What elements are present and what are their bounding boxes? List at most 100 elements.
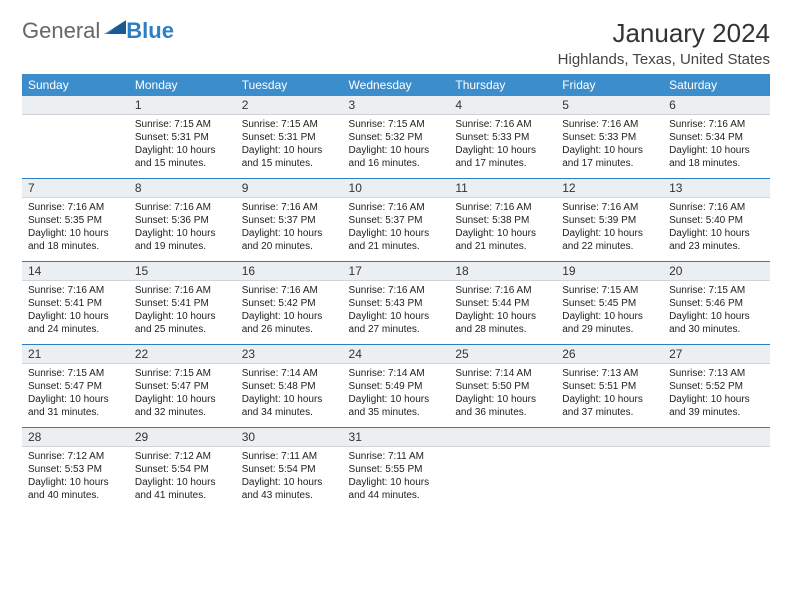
- day-details: Sunrise: 7:16 AMSunset: 5:34 PMDaylight:…: [663, 115, 770, 178]
- logo-triangle-icon: [104, 20, 126, 34]
- daylight-text: Daylight: 10 hours and 32 minutes.: [135, 393, 230, 419]
- day-details: Sunrise: 7:16 AMSunset: 5:41 PMDaylight:…: [129, 281, 236, 344]
- day-details: Sunrise: 7:16 AMSunset: 5:35 PMDaylight:…: [22, 198, 129, 261]
- calendar-cell: 17Sunrise: 7:16 AMSunset: 5:43 PMDayligh…: [343, 262, 450, 345]
- sunrise-text: Sunrise: 7:15 AM: [349, 118, 444, 131]
- day-details: Sunrise: 7:16 AMSunset: 5:37 PMDaylight:…: [343, 198, 450, 261]
- sunrise-text: Sunrise: 7:16 AM: [669, 118, 764, 131]
- calendar-cell: [449, 428, 556, 511]
- weekday-header: Wednesday: [343, 74, 450, 96]
- calendar-cell: 11Sunrise: 7:16 AMSunset: 5:38 PMDayligh…: [449, 179, 556, 262]
- day-number: 27: [663, 345, 770, 364]
- daylight-text: Daylight: 10 hours and 22 minutes.: [562, 227, 657, 253]
- logo: General Blue: [22, 18, 174, 44]
- daylight-text: Daylight: 10 hours and 24 minutes.: [28, 310, 123, 336]
- daylight-text: Daylight: 10 hours and 20 minutes.: [242, 227, 337, 253]
- calendar-cell: 15Sunrise: 7:16 AMSunset: 5:41 PMDayligh…: [129, 262, 236, 345]
- weekday-header: Friday: [556, 74, 663, 96]
- day-number: 4: [449, 96, 556, 115]
- day-details: [663, 447, 770, 458]
- day-details: Sunrise: 7:15 AMSunset: 5:47 PMDaylight:…: [129, 364, 236, 427]
- sunrise-text: Sunrise: 7:13 AM: [562, 367, 657, 380]
- day-details: [556, 447, 663, 458]
- day-number: 9: [236, 179, 343, 198]
- day-number: [22, 96, 129, 115]
- calendar-cell: 18Sunrise: 7:16 AMSunset: 5:44 PMDayligh…: [449, 262, 556, 345]
- calendar-cell: 26Sunrise: 7:13 AMSunset: 5:51 PMDayligh…: [556, 345, 663, 428]
- sunset-text: Sunset: 5:33 PM: [562, 131, 657, 144]
- sunset-text: Sunset: 5:31 PM: [242, 131, 337, 144]
- sunrise-text: Sunrise: 7:16 AM: [349, 201, 444, 214]
- day-number: 23: [236, 345, 343, 364]
- calendar-cell: 30Sunrise: 7:11 AMSunset: 5:54 PMDayligh…: [236, 428, 343, 511]
- sunrise-text: Sunrise: 7:16 AM: [242, 201, 337, 214]
- sunset-text: Sunset: 5:31 PM: [135, 131, 230, 144]
- day-details: Sunrise: 7:16 AMSunset: 5:36 PMDaylight:…: [129, 198, 236, 261]
- day-number: 12: [556, 179, 663, 198]
- calendar-cell: 29Sunrise: 7:12 AMSunset: 5:54 PMDayligh…: [129, 428, 236, 511]
- day-details: Sunrise: 7:16 AMSunset: 5:39 PMDaylight:…: [556, 198, 663, 261]
- daylight-text: Daylight: 10 hours and 21 minutes.: [349, 227, 444, 253]
- weekday-header: Tuesday: [236, 74, 343, 96]
- sunset-text: Sunset: 5:47 PM: [135, 380, 230, 393]
- calendar-cell: 6Sunrise: 7:16 AMSunset: 5:34 PMDaylight…: [663, 96, 770, 179]
- calendar-cell: 12Sunrise: 7:16 AMSunset: 5:39 PMDayligh…: [556, 179, 663, 262]
- logo-text-blue: Blue: [126, 18, 174, 44]
- daylight-text: Daylight: 10 hours and 35 minutes.: [349, 393, 444, 419]
- daylight-text: Daylight: 10 hours and 31 minutes.: [28, 393, 123, 419]
- calendar-cell: 5Sunrise: 7:16 AMSunset: 5:33 PMDaylight…: [556, 96, 663, 179]
- sunrise-text: Sunrise: 7:16 AM: [455, 284, 550, 297]
- day-details: Sunrise: 7:14 AMSunset: 5:48 PMDaylight:…: [236, 364, 343, 427]
- sunset-text: Sunset: 5:38 PM: [455, 214, 550, 227]
- weekday-header: Monday: [129, 74, 236, 96]
- sunset-text: Sunset: 5:54 PM: [242, 463, 337, 476]
- daylight-text: Daylight: 10 hours and 44 minutes.: [349, 476, 444, 502]
- day-number: 7: [22, 179, 129, 198]
- day-number: 24: [343, 345, 450, 364]
- sunset-text: Sunset: 5:41 PM: [28, 297, 123, 310]
- sunrise-text: Sunrise: 7:16 AM: [242, 284, 337, 297]
- day-details: Sunrise: 7:16 AMSunset: 5:37 PMDaylight:…: [236, 198, 343, 261]
- sunrise-text: Sunrise: 7:16 AM: [562, 118, 657, 131]
- calendar-body: 1Sunrise: 7:15 AMSunset: 5:31 PMDaylight…: [22, 96, 770, 510]
- day-number: 8: [129, 179, 236, 198]
- day-details: Sunrise: 7:15 AMSunset: 5:31 PMDaylight:…: [129, 115, 236, 178]
- sunrise-text: Sunrise: 7:15 AM: [562, 284, 657, 297]
- daylight-text: Daylight: 10 hours and 34 minutes.: [242, 393, 337, 419]
- sunset-text: Sunset: 5:51 PM: [562, 380, 657, 393]
- calendar-row: 14Sunrise: 7:16 AMSunset: 5:41 PMDayligh…: [22, 262, 770, 345]
- calendar-cell: 31Sunrise: 7:11 AMSunset: 5:55 PMDayligh…: [343, 428, 450, 511]
- calendar-row: 28Sunrise: 7:12 AMSunset: 5:53 PMDayligh…: [22, 428, 770, 511]
- weekday-header: Sunday: [22, 74, 129, 96]
- day-details: Sunrise: 7:15 AMSunset: 5:32 PMDaylight:…: [343, 115, 450, 178]
- daylight-text: Daylight: 10 hours and 28 minutes.: [455, 310, 550, 336]
- day-details: Sunrise: 7:13 AMSunset: 5:52 PMDaylight:…: [663, 364, 770, 427]
- day-details: Sunrise: 7:16 AMSunset: 5:43 PMDaylight:…: [343, 281, 450, 344]
- calendar-cell: 13Sunrise: 7:16 AMSunset: 5:40 PMDayligh…: [663, 179, 770, 262]
- sunrise-text: Sunrise: 7:13 AM: [669, 367, 764, 380]
- sunrise-text: Sunrise: 7:16 AM: [455, 201, 550, 214]
- sunrise-text: Sunrise: 7:15 AM: [28, 367, 123, 380]
- calendar-table: SundayMondayTuesdayWednesdayThursdayFrid…: [22, 74, 770, 510]
- day-details: Sunrise: 7:12 AMSunset: 5:54 PMDaylight:…: [129, 447, 236, 510]
- sunrise-text: Sunrise: 7:16 AM: [669, 201, 764, 214]
- calendar-row: 7Sunrise: 7:16 AMSunset: 5:35 PMDaylight…: [22, 179, 770, 262]
- sunrise-text: Sunrise: 7:16 AM: [135, 201, 230, 214]
- day-number: 26: [556, 345, 663, 364]
- daylight-text: Daylight: 10 hours and 26 minutes.: [242, 310, 337, 336]
- day-number: 13: [663, 179, 770, 198]
- day-number: 6: [663, 96, 770, 115]
- day-details: Sunrise: 7:16 AMSunset: 5:33 PMDaylight:…: [449, 115, 556, 178]
- calendar-cell: 2Sunrise: 7:15 AMSunset: 5:31 PMDaylight…: [236, 96, 343, 179]
- day-details: [449, 447, 556, 458]
- calendar-cell: 10Sunrise: 7:16 AMSunset: 5:37 PMDayligh…: [343, 179, 450, 262]
- day-details: Sunrise: 7:15 AMSunset: 5:47 PMDaylight:…: [22, 364, 129, 427]
- calendar-cell: 25Sunrise: 7:14 AMSunset: 5:50 PMDayligh…: [449, 345, 556, 428]
- day-number: 25: [449, 345, 556, 364]
- sunset-text: Sunset: 5:33 PM: [455, 131, 550, 144]
- calendar-cell: 19Sunrise: 7:15 AMSunset: 5:45 PMDayligh…: [556, 262, 663, 345]
- day-number: 30: [236, 428, 343, 447]
- calendar-cell: 8Sunrise: 7:16 AMSunset: 5:36 PMDaylight…: [129, 179, 236, 262]
- calendar-cell: 22Sunrise: 7:15 AMSunset: 5:47 PMDayligh…: [129, 345, 236, 428]
- day-details: Sunrise: 7:15 AMSunset: 5:31 PMDaylight:…: [236, 115, 343, 178]
